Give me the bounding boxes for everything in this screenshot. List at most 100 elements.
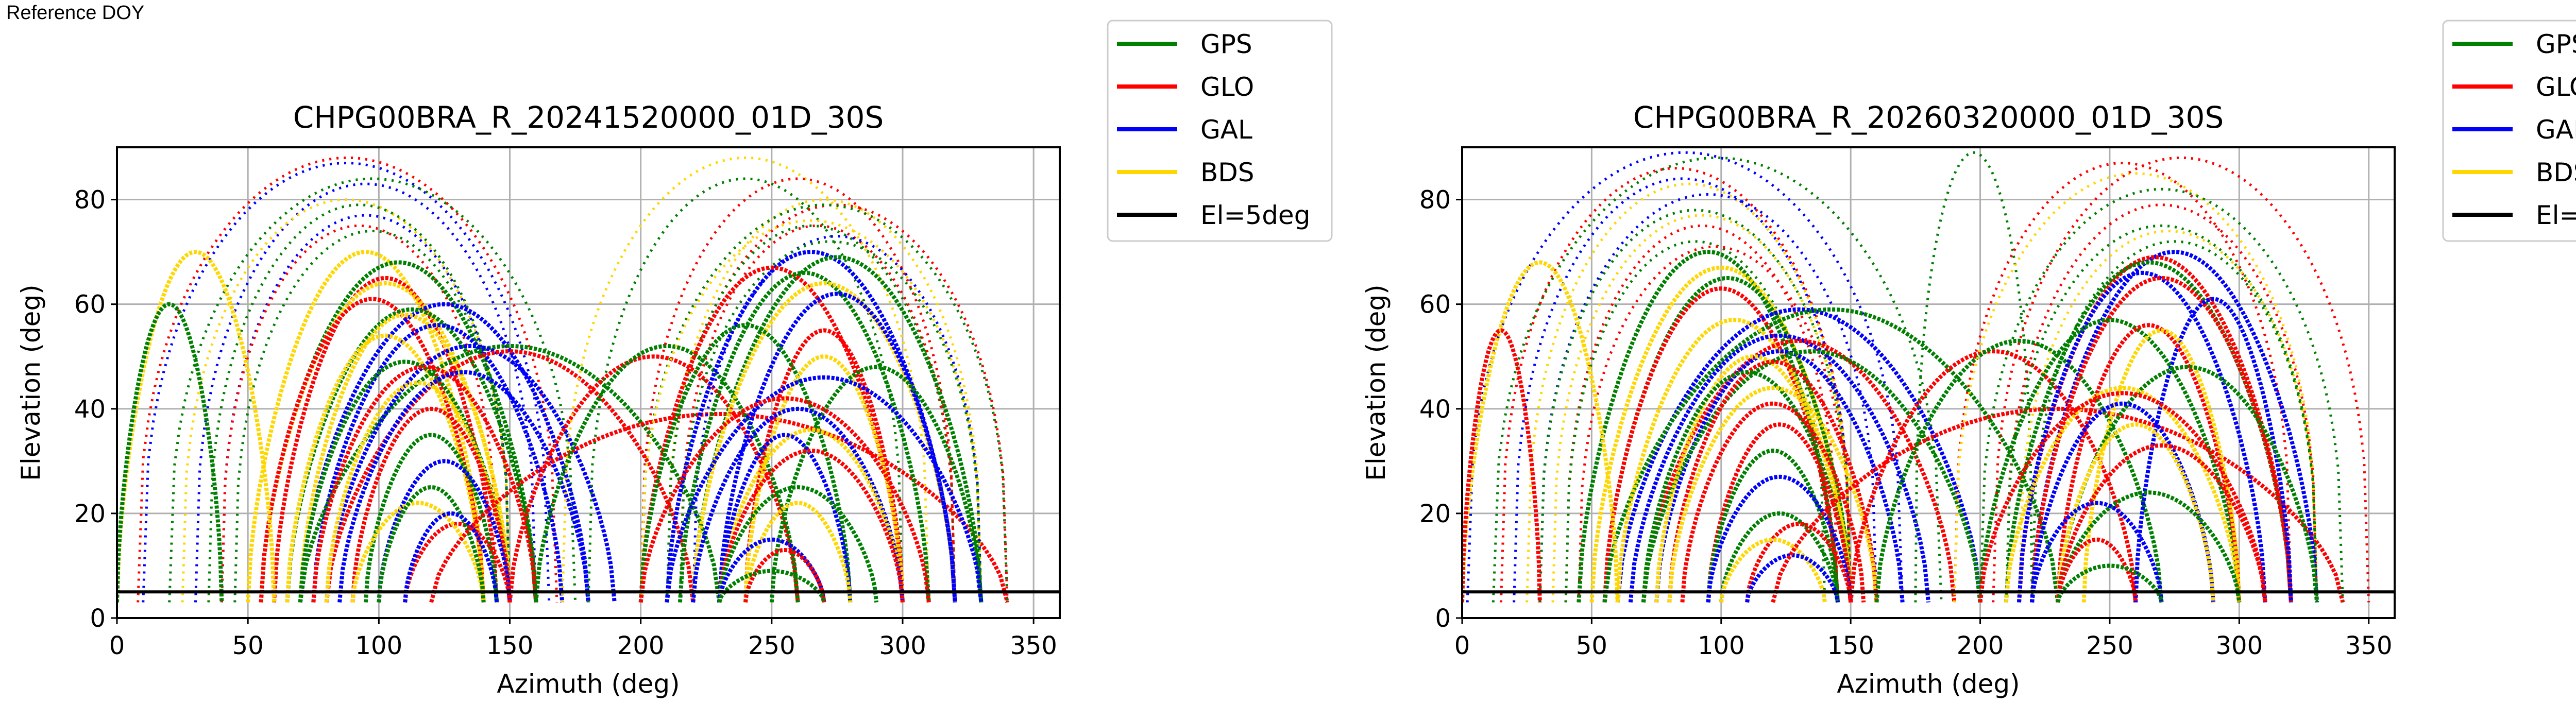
track-glo (1849, 349, 2138, 603)
track-bds (350, 501, 486, 603)
chart-title: CHPG00BRA_R_20241520000_01D_30S (293, 100, 884, 135)
legend-label: GPS (2536, 29, 2576, 59)
track-glo (2056, 443, 2267, 603)
y-tick-label: 20 (74, 500, 106, 528)
track-gal (142, 161, 551, 603)
track-bds (2056, 422, 2216, 603)
track-glo (638, 396, 931, 603)
track-glo (2056, 323, 2242, 603)
track-glo (1499, 167, 1852, 603)
track-gps (1641, 349, 1982, 603)
track-glo (1745, 522, 1853, 603)
y-tick-label: 40 (74, 395, 106, 424)
track-bds (298, 312, 512, 603)
track-gal (1654, 349, 1905, 603)
track-gps (587, 177, 904, 603)
track-gal (1628, 333, 1930, 603)
track-glo (2056, 537, 2138, 603)
track-bds (1615, 318, 1853, 603)
track-gal (1538, 193, 1878, 603)
legend-label: BDS (2536, 158, 2576, 187)
track-gps (2056, 563, 2164, 603)
track-gps (1641, 370, 1853, 603)
track-gps (1492, 156, 1943, 603)
track-gal (665, 250, 957, 603)
track-gps (207, 203, 511, 603)
track-bds (639, 219, 982, 603)
track-bds (285, 333, 486, 603)
x-tick-label: 50 (1576, 631, 1607, 660)
tracks (1462, 151, 2370, 603)
x-tick-label: 300 (879, 631, 926, 660)
track-gps (377, 485, 486, 603)
track-gps (1538, 209, 1852, 603)
y-axis-label: Elevation (deg) (16, 284, 46, 481)
track-glo (403, 522, 512, 603)
track-gps (298, 359, 512, 603)
x-axis-label: Azimuth (deg) (497, 669, 680, 699)
track-glo (1978, 391, 2267, 603)
chart-1: 0 50 100 150 200 250 300 350 0 20 40 60 80 CHPG00BRA_… (16, 20, 1333, 699)
track-glo (137, 156, 558, 603)
track-gps (679, 240, 982, 603)
y-tick-label: 60 (1419, 290, 1451, 319)
x-tick-label: 200 (617, 631, 665, 660)
track-gps (2056, 365, 2319, 603)
track-glo (259, 297, 486, 603)
y-axis-label: Elevation (deg) (1361, 284, 1391, 481)
track-glo (1564, 224, 1839, 603)
y-tick-label: 0 (1435, 604, 1451, 633)
track-gps (1577, 250, 1840, 603)
track-gps (1874, 338, 2164, 603)
track-glo (2030, 276, 2293, 603)
tracks (117, 156, 1010, 603)
track-gps (1602, 307, 2060, 603)
track-gal (2017, 270, 2267, 603)
track-glo (350, 406, 512, 603)
legend-label: GLO (2536, 72, 2576, 102)
y-tick-label: 80 (1419, 186, 1451, 215)
y-tick-label: 20 (1419, 500, 1451, 528)
track-bds (324, 380, 512, 603)
track-bds (1462, 260, 1620, 603)
legend-label: El=5deg (1200, 200, 1310, 230)
track-glo (311, 365, 538, 603)
track-bds (1551, 214, 1852, 603)
track-gps (2056, 490, 2242, 603)
track-gal (403, 511, 499, 603)
x-tick-label: 250 (2086, 631, 2133, 660)
track-gal (337, 370, 590, 603)
track-gps (363, 433, 499, 603)
track-gal (298, 302, 590, 603)
chart-2: 0 50 100 150 200 250 300 350 0 20 40 60 80 CHPG00BRA_… (1361, 20, 2576, 699)
track-glo (1577, 245, 1852, 603)
track-glo (1680, 401, 1866, 603)
track-bds (1667, 386, 1879, 603)
track-glo (639, 177, 957, 603)
track-gal (1466, 151, 1904, 603)
legend-label: GAL (2536, 115, 2576, 145)
x-tick-label: 50 (232, 631, 264, 660)
track-gal (2030, 501, 2164, 603)
track-gps (638, 323, 853, 603)
track-gps (1719, 511, 1840, 603)
y-tick-label: 60 (74, 290, 106, 319)
track-gps (298, 344, 722, 603)
track-glo (1771, 406, 2345, 603)
legend-label: GAL (1200, 115, 1252, 145)
x-tick-label: 300 (2216, 631, 2263, 660)
track-glo (743, 328, 905, 603)
legend: GPS GLO GAL BDS El=5deg (2442, 20, 2576, 242)
y-tick-label: 80 (74, 186, 106, 215)
track-gal (2133, 297, 2293, 603)
track-gps (233, 229, 511, 603)
legend: GPS GLO GAL BDS El=5deg (1107, 20, 1333, 242)
track-gps (1914, 151, 2033, 603)
x-tick-label: 350 (1010, 631, 1057, 660)
x-axis-label: Azimuth (deg) (1837, 669, 2020, 699)
track-gps (769, 365, 984, 603)
track-gps (691, 255, 984, 603)
x-tick-label: 100 (355, 631, 403, 660)
axes-frame (1461, 146, 2396, 619)
x-tick-label: 250 (748, 631, 795, 660)
